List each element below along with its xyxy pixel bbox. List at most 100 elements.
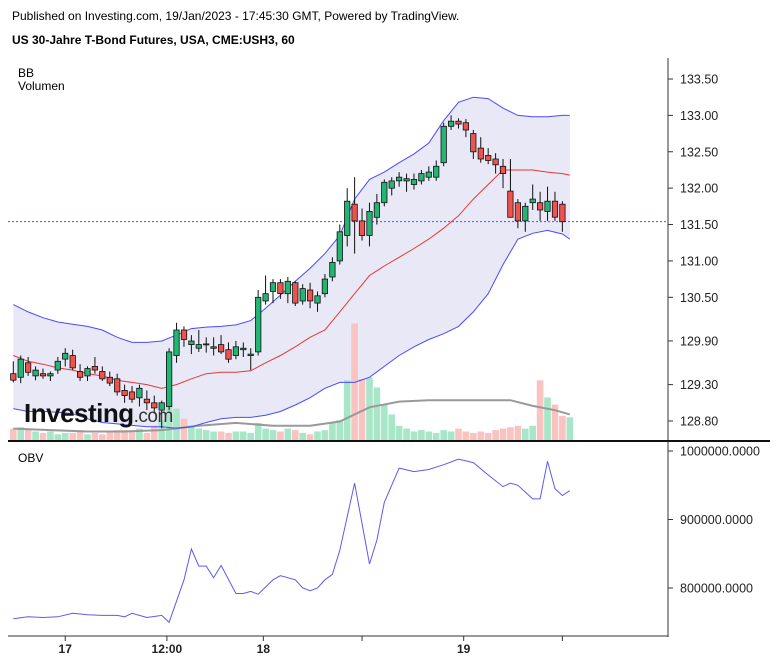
volume-bar xyxy=(329,422,336,440)
volume-bar xyxy=(388,414,395,440)
candle xyxy=(418,169,425,185)
price-tick-label: 132.50 xyxy=(680,145,718,159)
volume-bar xyxy=(395,425,403,440)
candle xyxy=(143,390,150,411)
candle xyxy=(232,340,239,360)
volume-bar xyxy=(499,428,507,440)
candle-body xyxy=(336,231,343,262)
volume-bar xyxy=(10,428,17,440)
volume-bar xyxy=(358,378,366,440)
candle xyxy=(158,400,165,429)
candle xyxy=(477,137,484,163)
candle xyxy=(358,208,366,241)
candle xyxy=(284,276,291,304)
volume-bar xyxy=(195,428,203,440)
candle-body xyxy=(410,178,418,185)
candle xyxy=(39,368,47,379)
candle-body xyxy=(99,371,106,380)
candle-body xyxy=(225,349,232,360)
volume-bar xyxy=(410,431,418,440)
candle-body xyxy=(292,282,299,304)
time-tick-label: 12:00 xyxy=(152,642,183,656)
volume-bar xyxy=(314,431,321,440)
volume-bar xyxy=(447,431,455,440)
candle-body xyxy=(232,346,239,356)
volume-bar xyxy=(551,404,559,440)
volume-bar xyxy=(484,432,492,440)
volume-bar xyxy=(69,432,76,440)
candle-body xyxy=(507,190,514,218)
volume-bar xyxy=(106,431,114,440)
candle-body xyxy=(173,329,180,356)
volume-bar xyxy=(440,430,447,440)
candle xyxy=(151,395,158,414)
candle-body xyxy=(358,220,366,236)
candle xyxy=(425,166,432,181)
candle-body xyxy=(447,120,455,127)
candle xyxy=(529,184,536,210)
candle-body xyxy=(143,398,150,404)
volume-bar xyxy=(292,430,299,440)
obv-legend-label: OBV xyxy=(18,451,44,465)
volume-bar xyxy=(470,432,477,440)
candle-body xyxy=(114,378,121,393)
candle-body xyxy=(240,347,247,351)
candle xyxy=(470,129,477,160)
volume-bar xyxy=(217,431,225,440)
candle xyxy=(217,335,225,355)
candle-body xyxy=(314,295,321,304)
candle xyxy=(329,257,336,282)
volume-bar xyxy=(462,431,470,440)
volume-bar xyxy=(113,430,121,440)
volume-legend-label: Volumen xyxy=(18,79,65,93)
volume-bar xyxy=(277,431,284,440)
candle-body xyxy=(262,293,269,302)
price-tick-label: 132.00 xyxy=(680,182,718,196)
volume-bar xyxy=(121,430,128,440)
candle-body xyxy=(425,171,432,178)
candle xyxy=(180,326,188,347)
bb-legend-label: BB xyxy=(18,66,35,80)
candle-body xyxy=(366,210,373,236)
candle xyxy=(255,290,262,356)
candle xyxy=(188,335,195,355)
volume-bar xyxy=(225,432,232,440)
candle xyxy=(47,371,54,381)
candle-body xyxy=(462,122,470,131)
investing-logo: Investing.com xyxy=(24,398,173,428)
price-tick-label: 133.50 xyxy=(680,73,718,87)
candle xyxy=(314,291,321,312)
volume-bar xyxy=(536,380,544,440)
volume-bar xyxy=(514,425,522,440)
volume-bar xyxy=(321,430,329,440)
candle xyxy=(410,173,418,190)
time-tick-label: 17 xyxy=(59,642,73,656)
candle xyxy=(69,349,76,371)
candle xyxy=(203,337,210,353)
obv-tick-label: 900000.0000 xyxy=(680,513,753,527)
candle-body xyxy=(91,365,98,371)
volume-bar xyxy=(54,434,62,440)
volume-bar xyxy=(99,434,106,440)
candle-body xyxy=(381,181,388,204)
candle-body xyxy=(84,368,91,377)
candle-body xyxy=(180,329,188,340)
candle xyxy=(388,177,395,196)
candle-body xyxy=(32,369,39,377)
candle-body xyxy=(373,202,381,218)
time-tick-label: 18 xyxy=(257,642,271,656)
candle xyxy=(17,355,24,384)
candle xyxy=(277,279,284,299)
candle xyxy=(240,342,247,357)
volume-bar xyxy=(136,428,143,440)
candle-body xyxy=(165,351,173,407)
volume-bar xyxy=(336,420,344,440)
volume-bar xyxy=(477,431,485,440)
volume-bar xyxy=(418,430,425,440)
candle-body xyxy=(151,402,158,409)
instrument-title: US 30-Jahre T-Bond Futures, USA, CME:USH… xyxy=(12,33,295,47)
price-tick-label: 131.00 xyxy=(680,254,718,268)
candle xyxy=(210,337,217,356)
candle xyxy=(403,173,410,192)
